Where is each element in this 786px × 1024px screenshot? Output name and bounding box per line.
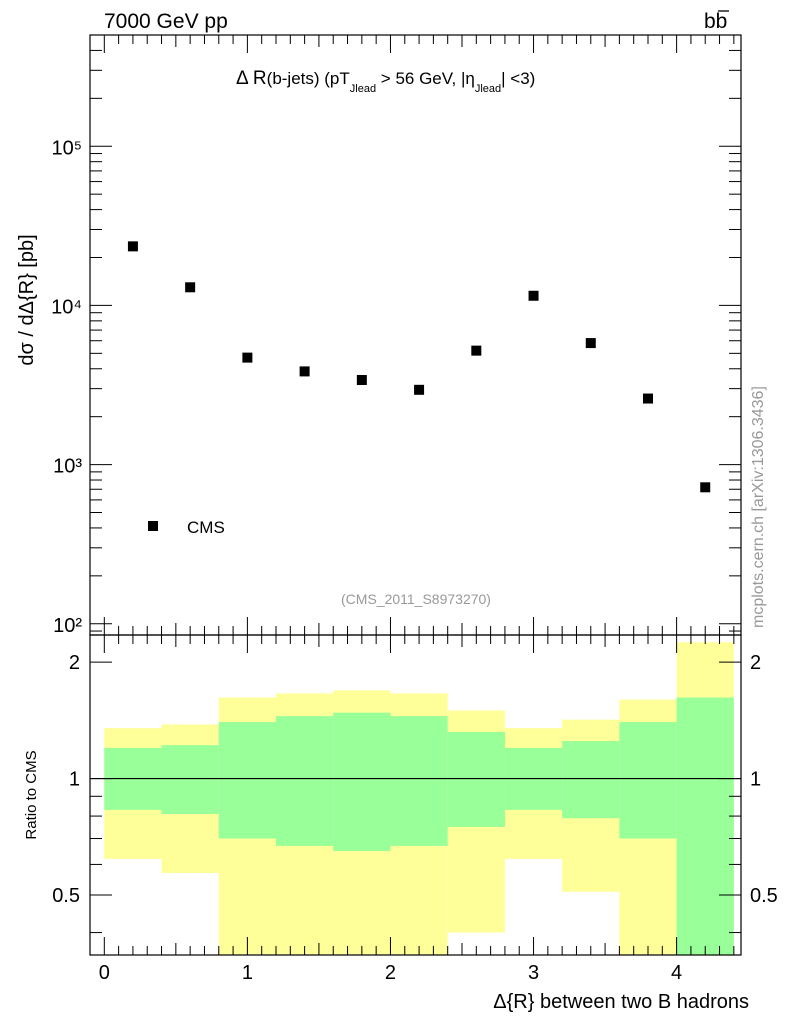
main-plot-frame — [89, 34, 742, 636]
ratio-band-inner-bin-3 — [276, 716, 334, 846]
x-tick-label: 0 — [99, 962, 110, 984]
ratio-y-tick-label-left: 1 — [69, 769, 80, 791]
axis-ticks: 10² 10³ 10⁴ 10⁵ 0 1 2 3 4 0.5 0.5 1 1 2 2 — [51, 34, 778, 984]
plot-title-cut-1: (b-jets) (pT — [267, 69, 350, 88]
ratio-band-inner-bin-9 — [619, 722, 677, 839]
x-tick-label: 4 — [671, 962, 682, 984]
analysis-id-watermark: (CMS_2011_S8973270) — [341, 591, 491, 607]
ratio-y-tick-label-left: 2 — [69, 652, 80, 674]
ratio-band-inner-bin-4 — [333, 712, 391, 851]
data-point-10 — [700, 482, 711, 493]
ratio-y-tick-label-left: 0.5 — [52, 885, 80, 907]
ratio-y-axis-label: Ratio to CMS — [23, 750, 40, 839]
ratio-band-inner-bin-8 — [562, 741, 620, 819]
ratio-band-inner-bin-6 — [447, 731, 505, 827]
data-point-7 — [528, 290, 539, 301]
ratio-y-tick-label-right: 1 — [750, 769, 761, 791]
ratio-band-inner-bin-2 — [218, 722, 276, 839]
data-point-3 — [299, 366, 310, 377]
x-tick-label: 2 — [385, 962, 396, 984]
data-point-6 — [471, 345, 482, 356]
process-label-text: bb — [704, 10, 727, 33]
plot-title-main: Δ R — [236, 68, 267, 89]
data-markers — [127, 241, 711, 493]
x-tick-label: 1 — [242, 962, 253, 984]
ratio-y-tick-label-right: 2 — [750, 652, 761, 674]
legend: CMS — [148, 518, 225, 537]
x-axis-label: Δ{R} between two B hadrons — [493, 991, 749, 1013]
main-y-tick-label: 10⁵ — [51, 137, 82, 159]
plot-title: Δ R(b-jets) (pTJlead > 56 GeV, |ηJlead| … — [236, 68, 535, 95]
process-label: bb — [704, 10, 729, 33]
side-credit: mcplots.cern.ch [arXiv:1306.3436] — [750, 386, 767, 628]
legend-marker-cms — [148, 521, 158, 531]
main-y-tick-label: 10³ — [53, 456, 82, 478]
x-tick-label: 3 — [528, 962, 539, 984]
plot-title-cut-3: | <3) — [501, 69, 535, 88]
data-point-2 — [242, 352, 253, 363]
main-y-tick-label: 10² — [53, 615, 82, 637]
ratio-band-inner-bin-5 — [390, 716, 448, 846]
ratio-plot-frame — [89, 634, 742, 956]
energy-label: 7000 GeV pp — [104, 10, 228, 33]
data-point-4 — [356, 374, 367, 385]
plot-title-cut-2: > 56 GeV, |η — [376, 69, 475, 88]
plot-title-sub-2: Jlead — [475, 83, 501, 95]
data-point-1 — [185, 282, 196, 293]
ratio-band-inner-bin-10 — [676, 697, 734, 955]
main-y-axis-label: dσ / dΔ{R} [pb] — [16, 234, 38, 365]
plot-title-sub-1: Jlead — [350, 83, 376, 95]
data-point-0 — [127, 241, 138, 252]
ratio-bands — [90, 642, 741, 955]
ratio-y-tick-label-right: 0.5 — [750, 885, 778, 907]
data-point-8 — [585, 338, 596, 349]
ratio-band-inner-bin-1 — [161, 745, 219, 814]
data-point-5 — [414, 384, 425, 395]
main-y-tick-label: 10⁴ — [51, 296, 82, 318]
legend-label-cms: CMS — [187, 518, 225, 537]
data-point-9 — [643, 393, 653, 404]
